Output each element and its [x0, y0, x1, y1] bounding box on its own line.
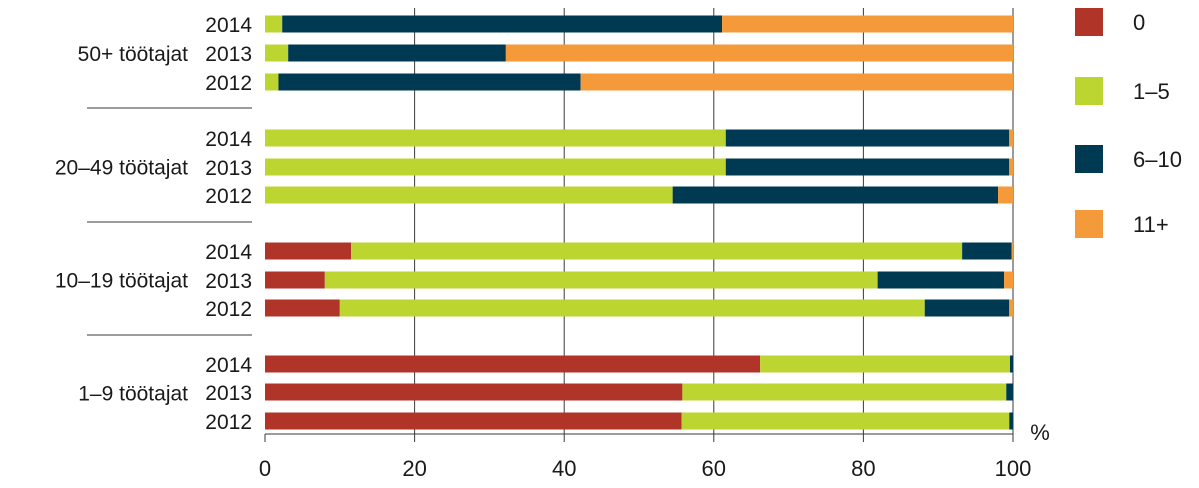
bars [265, 15, 1013, 430]
x-tick-label: 100 [995, 456, 1032, 481]
bar-segment [282, 15, 723, 33]
legend-label: 11+ [1133, 212, 1169, 237]
x-tick-label: 80 [851, 456, 875, 481]
year-label: 2012 [205, 185, 252, 208]
unit-label: % [1030, 420, 1050, 445]
bar-segment [265, 412, 682, 430]
bar-segment [682, 383, 1007, 401]
year-label: 2013 [205, 157, 252, 180]
bar-segment [672, 186, 999, 204]
legend-label: 0 [1133, 10, 1145, 35]
year-label: 2014 [205, 241, 252, 264]
bar-segment [681, 412, 1010, 430]
group-label: 10–19 töötajat [55, 270, 188, 293]
year-label: 2012 [205, 298, 252, 321]
bar-segment [265, 158, 726, 176]
bar-segment [1010, 355, 1013, 373]
bar-segment [580, 73, 1013, 91]
bar-segment [265, 186, 673, 204]
bar-segment [505, 44, 1013, 62]
bar-segment [324, 271, 878, 289]
legend-swatch [1075, 145, 1103, 173]
legend: 0 1–5 6–10 11+ [1075, 8, 1182, 238]
bar-segment [1009, 412, 1013, 430]
x-tick-label: 60 [702, 456, 726, 481]
legend-label: 1–5 [1133, 79, 1170, 104]
bar-segment [339, 299, 925, 317]
bar-segment [1004, 271, 1013, 289]
bar-segment [877, 271, 1005, 289]
x-axis: 0 20 40 60 80 100 [259, 433, 1032, 481]
bar-segment [1009, 299, 1013, 317]
bar-segment [278, 73, 581, 91]
year-label: 2012 [205, 411, 252, 434]
bar-segment [998, 186, 1013, 204]
bar-segment [760, 355, 1011, 373]
year-label: 2012 [205, 72, 252, 95]
x-tick-label: 0 [259, 456, 271, 481]
year-label: 2014 [205, 14, 252, 37]
x-tick-label: 40 [552, 456, 576, 481]
bar-segment [1006, 383, 1013, 401]
bar-segment [1011, 242, 1013, 260]
year-label: 2013 [205, 43, 252, 66]
bar-segment [351, 242, 963, 260]
year-label: 2014 [205, 128, 252, 151]
legend-swatch [1075, 8, 1103, 36]
legend-label: 6–10 [1133, 147, 1182, 172]
group-label: 20–49 töötajat [55, 157, 188, 180]
x-tick-label: 20 [402, 456, 426, 481]
group-label: 50+ töötajat [78, 43, 189, 66]
bar-segment [924, 299, 1010, 317]
legend-swatch [1075, 77, 1103, 105]
group-label: 1–9 töötajat [78, 383, 188, 406]
bar-segment [722, 15, 1013, 33]
bar-segment [1009, 158, 1013, 176]
bar-segment [265, 383, 683, 401]
bar-segment [725, 158, 1010, 176]
year-label: 2014 [205, 354, 252, 377]
year-label: 2013 [205, 382, 252, 405]
bar-segment [265, 271, 325, 289]
year-label: 2013 [205, 270, 252, 293]
bar-segment [1009, 129, 1013, 147]
bar-segment [288, 44, 506, 62]
legend-swatch [1075, 210, 1103, 238]
category-labels: 2014 2013 2012 50+ töötajat 2014 2013 2012 20–4… [55, 14, 252, 434]
bar-segment [265, 44, 289, 62]
bar-segment [265, 15, 283, 33]
bar-segment [265, 355, 761, 373]
bar-segment [265, 129, 726, 147]
bar-segment [265, 299, 340, 317]
bar-segment [725, 129, 1010, 147]
bar-segment [265, 242, 352, 260]
bar-segment [265, 73, 279, 91]
bar-segment [962, 242, 1012, 260]
